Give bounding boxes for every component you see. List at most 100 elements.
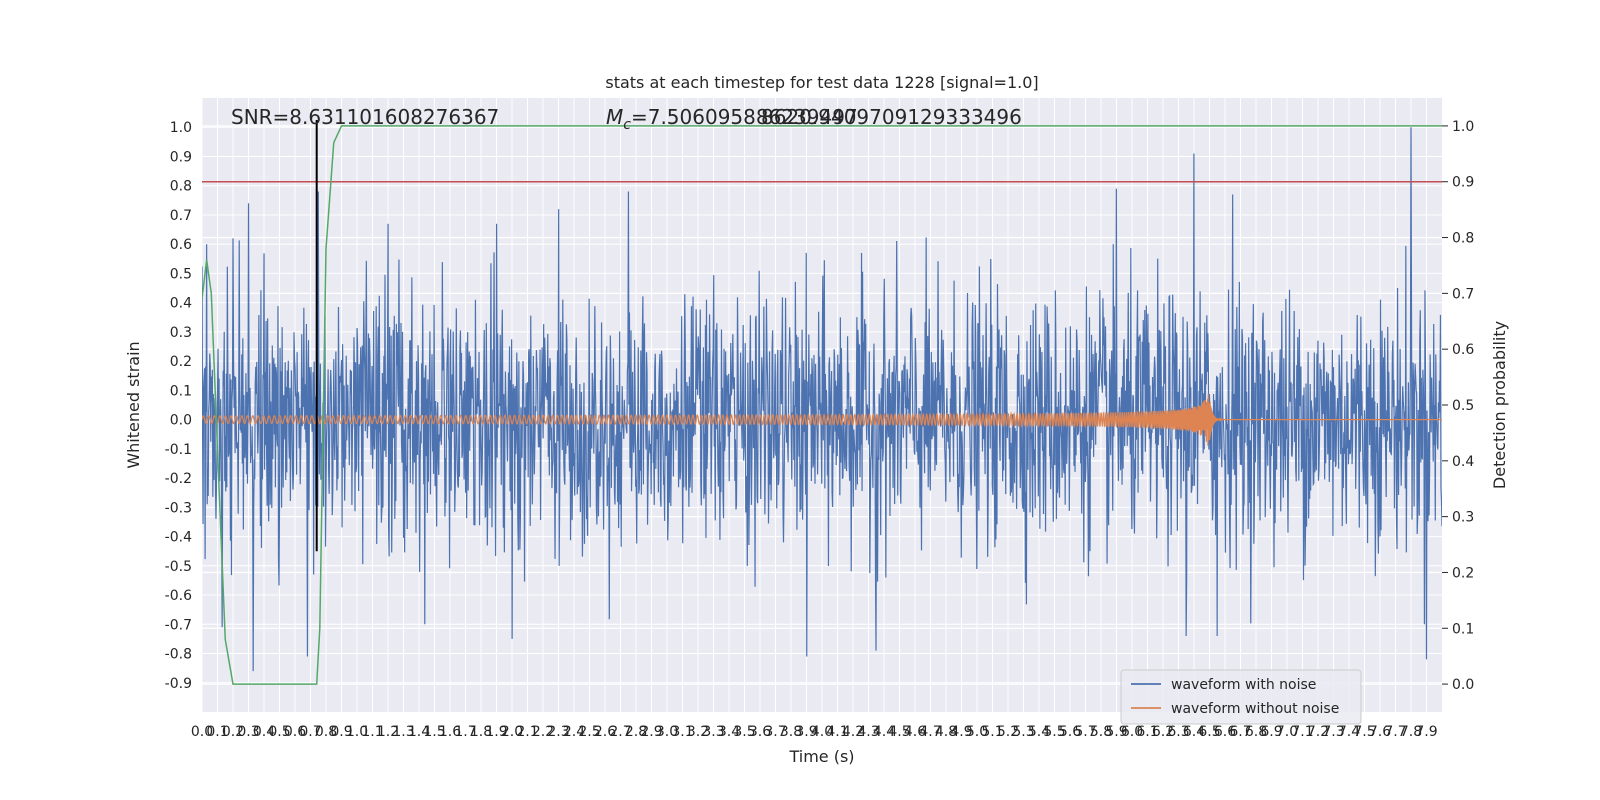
x-tick-label: 6.6 bbox=[1214, 724, 1236, 740]
x-tick-label: 3.6 bbox=[749, 724, 771, 740]
y-tick-label: 0.9 bbox=[170, 149, 192, 165]
x-tick-label: 4.3 bbox=[857, 724, 879, 740]
y-tick-label: 0.2 bbox=[170, 354, 192, 370]
x-tick-label: 7.7 bbox=[1384, 724, 1406, 740]
y2-tick-label: 0.0 bbox=[1452, 677, 1474, 693]
y-tick-label: -0.1 bbox=[165, 442, 192, 458]
x-tick-label: 6.3 bbox=[1167, 724, 1189, 740]
x-tick-label: 5.2 bbox=[997, 724, 1019, 740]
y-tick-label: 0.8 bbox=[170, 179, 192, 195]
y-tick-label: -0.3 bbox=[165, 500, 192, 516]
x-tick-label: 3.0 bbox=[656, 724, 678, 740]
x-tick-label: 1.5 bbox=[423, 724, 445, 740]
x-tick-label: 7.3 bbox=[1322, 724, 1344, 740]
x-tick-label: 0.0 bbox=[191, 724, 213, 740]
x-tick-label: 2.5 bbox=[578, 724, 600, 740]
x-tick-label: 7.0 bbox=[1276, 724, 1298, 740]
x-tick-label: 4.1 bbox=[826, 724, 848, 740]
y-tick-label: -0.6 bbox=[165, 588, 192, 604]
y-tick-label: -0.7 bbox=[165, 617, 192, 633]
y-tick-label: -0.5 bbox=[165, 559, 192, 575]
x-tick-label: 7.8 bbox=[1400, 724, 1422, 740]
series-waveform-with-noise bbox=[202, 127, 1442, 672]
x-tick-label: 5.0 bbox=[966, 724, 988, 740]
x-tick-label: 1.4 bbox=[408, 724, 430, 740]
x-tick-label: 2.1 bbox=[516, 724, 538, 740]
x-tick-label: 2.9 bbox=[640, 724, 662, 740]
x-tick-label: 7.9 bbox=[1415, 724, 1437, 740]
x-tick-label: 4.9 bbox=[950, 724, 972, 740]
x-tick-label: 5.6 bbox=[1059, 724, 1081, 740]
x-tick-label: 5.4 bbox=[1028, 724, 1050, 740]
y-tick-label: 0.5 bbox=[170, 266, 192, 282]
x-axis-label: Time (s) bbox=[788, 747, 854, 766]
mc-subscript: c bbox=[623, 117, 631, 133]
x-tick-label: 4.6 bbox=[904, 724, 926, 740]
x-tick-label: 1.0 bbox=[346, 724, 368, 740]
x-tick-label: 1.7 bbox=[454, 724, 476, 740]
x-tick-label: 2.3 bbox=[547, 724, 569, 740]
x-tick-label: 1.9 bbox=[485, 724, 507, 740]
legend-box bbox=[1120, 669, 1362, 725]
x-tick-label: 7.5 bbox=[1353, 724, 1375, 740]
x-tick-label: 3.5 bbox=[733, 724, 755, 740]
series-detection-probability bbox=[202, 125, 1442, 685]
series-waveform-without-noise bbox=[202, 394, 1442, 446]
y-tick-label: -0.8 bbox=[165, 647, 192, 663]
y-tick-label: 0.3 bbox=[170, 325, 192, 341]
x-tick-label: 6.7 bbox=[1229, 724, 1251, 740]
x-tick-label: 4.8 bbox=[935, 724, 957, 740]
x-tick-label: 1.1 bbox=[361, 724, 383, 740]
x-tick-label: 5.9 bbox=[1105, 724, 1127, 740]
x-tick-label: 6.1 bbox=[1136, 724, 1158, 740]
y2-tick-label: 0.5 bbox=[1452, 398, 1474, 414]
y-tick-label: -0.9 bbox=[165, 676, 192, 692]
x-tick-label: 6.9 bbox=[1260, 724, 1282, 740]
x-tick-label: 6.0 bbox=[1121, 724, 1143, 740]
x-tick-label: 3.1 bbox=[671, 724, 693, 740]
x-tick-label: 3.3 bbox=[702, 724, 724, 740]
y-tick-label: 0.4 bbox=[170, 296, 192, 312]
x-tick-label: 1.6 bbox=[439, 724, 461, 740]
y2-tick-label: 1.0 bbox=[1452, 119, 1474, 135]
y-tick-label: 0.1 bbox=[170, 383, 192, 399]
x-tick-label: 2.2 bbox=[532, 724, 554, 740]
x-tick-label: 7.1 bbox=[1291, 724, 1313, 740]
y-tick-label: -0.2 bbox=[165, 471, 192, 487]
x-tick-label: 0.6 bbox=[284, 724, 306, 740]
y2-tick-label: 0.4 bbox=[1452, 454, 1474, 470]
x-tick-label: 5.3 bbox=[1012, 724, 1034, 740]
x-tick-label: 4.4 bbox=[873, 724, 895, 740]
x-tick-label: 2.8 bbox=[625, 724, 647, 740]
y2-tick-label: 0.1 bbox=[1452, 621, 1474, 637]
x-tick-label: 5.1 bbox=[981, 724, 1003, 740]
y-tick-label: 0.7 bbox=[170, 208, 192, 224]
ticks: 0.00.10.20.30.40.50.60.70.80.91.01.11.21… bbox=[165, 119, 1475, 740]
x-tick-label: 0.7 bbox=[299, 724, 321, 740]
mc-overlap-annotation: 8620.9409709129333496 bbox=[761, 105, 1022, 129]
chart-title: stats at each timestep for test data 122… bbox=[605, 73, 1038, 92]
x-tick-label: 1.2 bbox=[377, 724, 399, 740]
x-tick-label: 0.5 bbox=[268, 724, 290, 740]
x-tick-label: 5.5 bbox=[1043, 724, 1065, 740]
y-tick-label: 1.0 bbox=[170, 120, 192, 136]
x-tick-label: 0.9 bbox=[330, 724, 352, 740]
mc-value: =7.506095886239497 bbox=[631, 105, 858, 129]
x-tick-label: 5.8 bbox=[1090, 724, 1112, 740]
y2-tick-label: 0.7 bbox=[1452, 286, 1474, 302]
x-tick-label: 3.4 bbox=[718, 724, 740, 740]
x-tick-label: 3.2 bbox=[687, 724, 709, 740]
x-tick-label: 2.0 bbox=[501, 724, 523, 740]
x-tick-label: 4.7 bbox=[919, 724, 941, 740]
x-tick-label: 3.8 bbox=[780, 724, 802, 740]
legend-label-clean: waveform without noise bbox=[1171, 701, 1339, 717]
x-tick-label: 0.3 bbox=[237, 724, 259, 740]
mc-prefix: M bbox=[606, 105, 623, 129]
x-tick-label: 6.8 bbox=[1245, 724, 1267, 740]
x-tick-label: 7.4 bbox=[1338, 724, 1360, 740]
snr-annotation: SNR=8.631101608276367 bbox=[231, 105, 499, 129]
y-tick-label: -0.4 bbox=[165, 530, 192, 546]
x-tick-label: 5.7 bbox=[1074, 724, 1096, 740]
y2-tick-label: 0.8 bbox=[1452, 231, 1474, 247]
